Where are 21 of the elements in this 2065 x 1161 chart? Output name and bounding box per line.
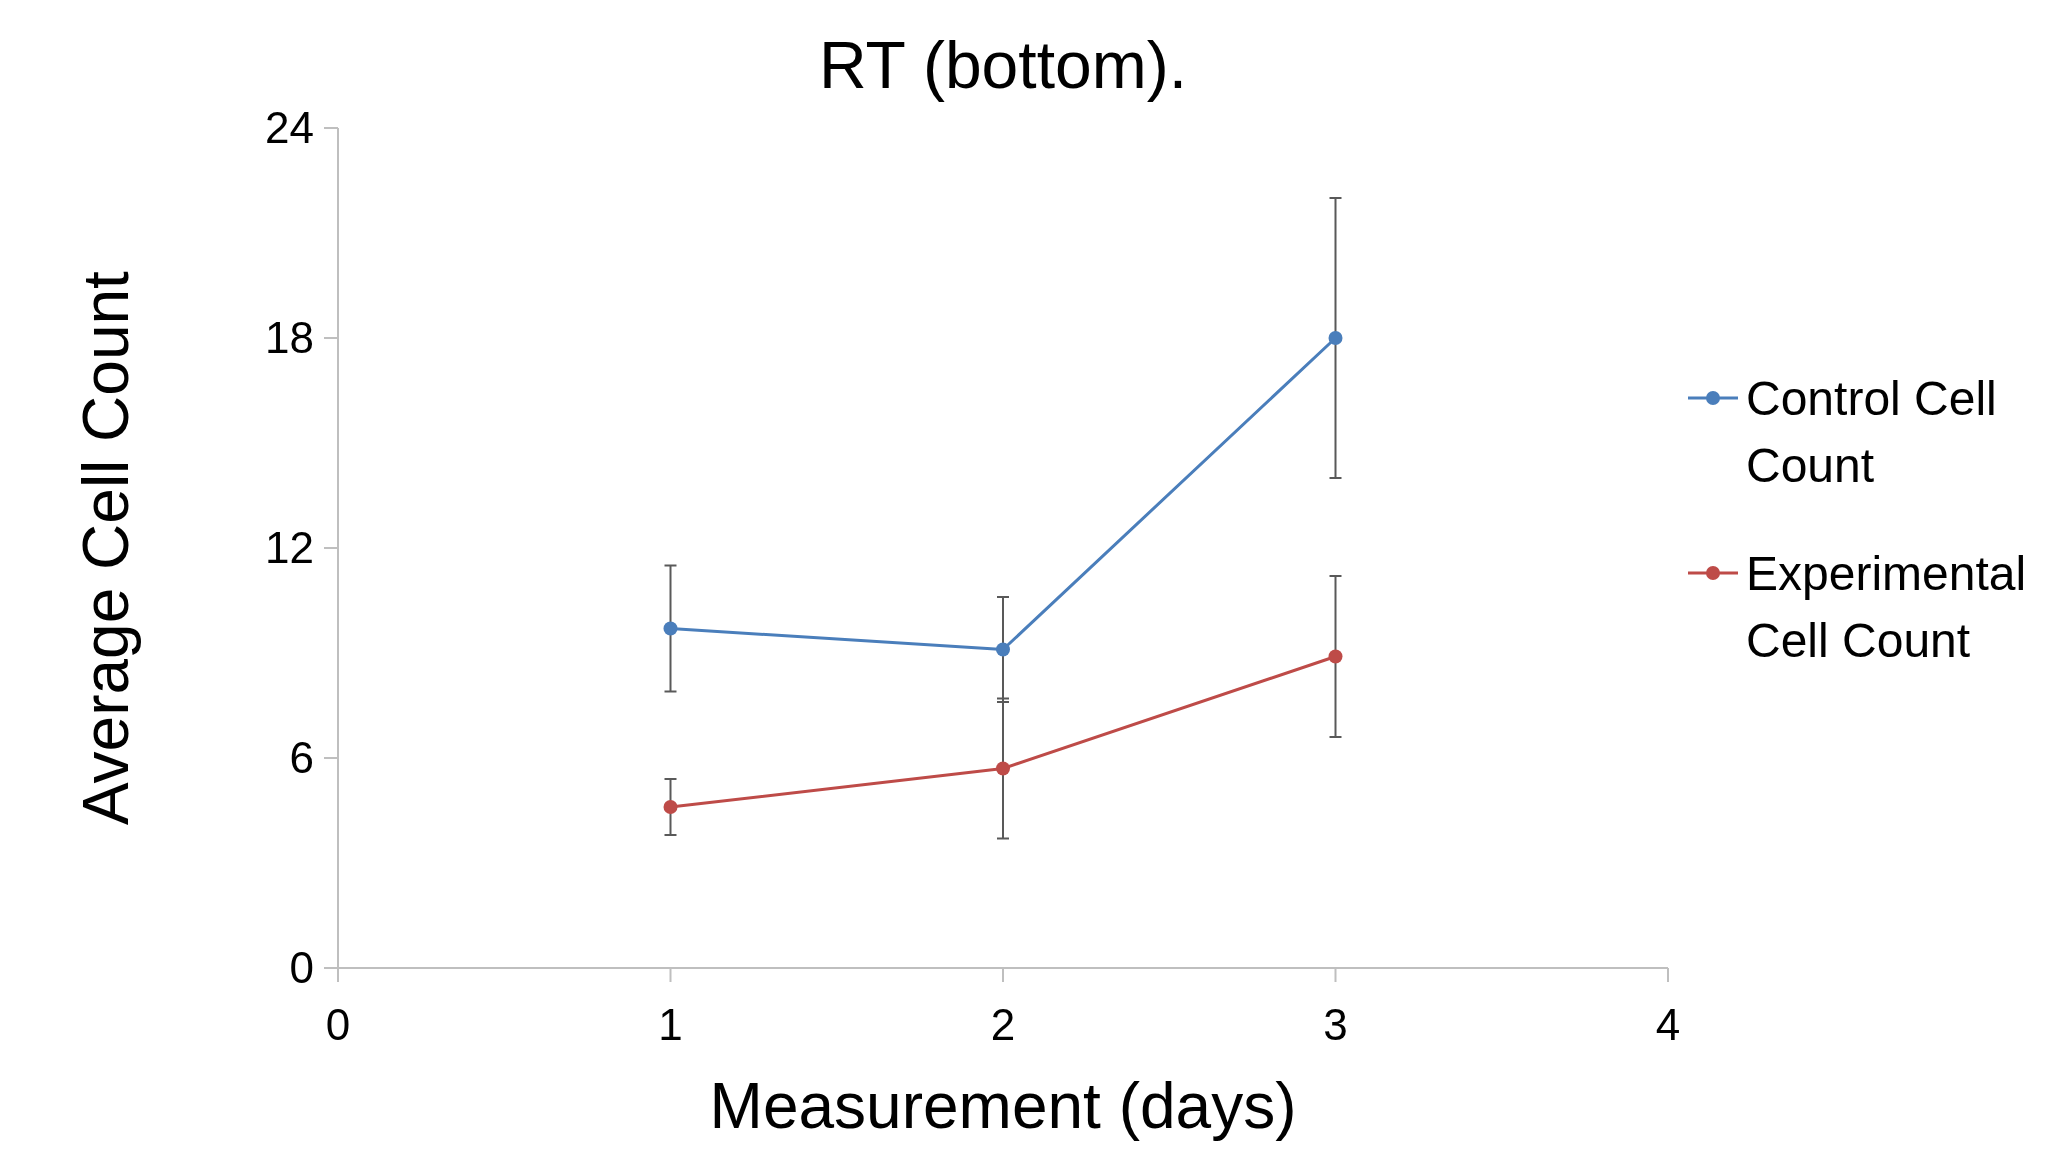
y-tick-label: 24: [265, 103, 314, 153]
x-axis-title: Measurement (days): [709, 1070, 1297, 1142]
point: [996, 642, 1010, 657]
y-tick-label: 0: [289, 943, 314, 993]
point: [996, 761, 1010, 776]
y-tick-label: 6: [289, 733, 314, 783]
y-tick-label: 12: [265, 523, 314, 573]
x-tick-label: 1: [658, 1000, 683, 1049]
point: [663, 800, 678, 814]
point: [1328, 649, 1343, 664]
x-tick-label: 2: [990, 1000, 1016, 1049]
point: [1328, 331, 1343, 345]
x-tick-label: 4: [1655, 1000, 1681, 1049]
y-tick-label: 18: [265, 313, 314, 363]
legend-label: Experimental Cell Count: [1746, 546, 2027, 667]
chart-title: RT (bottom).: [819, 28, 1187, 102]
y-axis-title: Average Cell Count: [70, 270, 142, 825]
point: [663, 621, 678, 636]
x-tick-label: 0: [325, 1000, 351, 1049]
legend-label: Control Cell Count: [1746, 371, 1997, 492]
x-tick-label: 3: [1323, 1000, 1348, 1049]
